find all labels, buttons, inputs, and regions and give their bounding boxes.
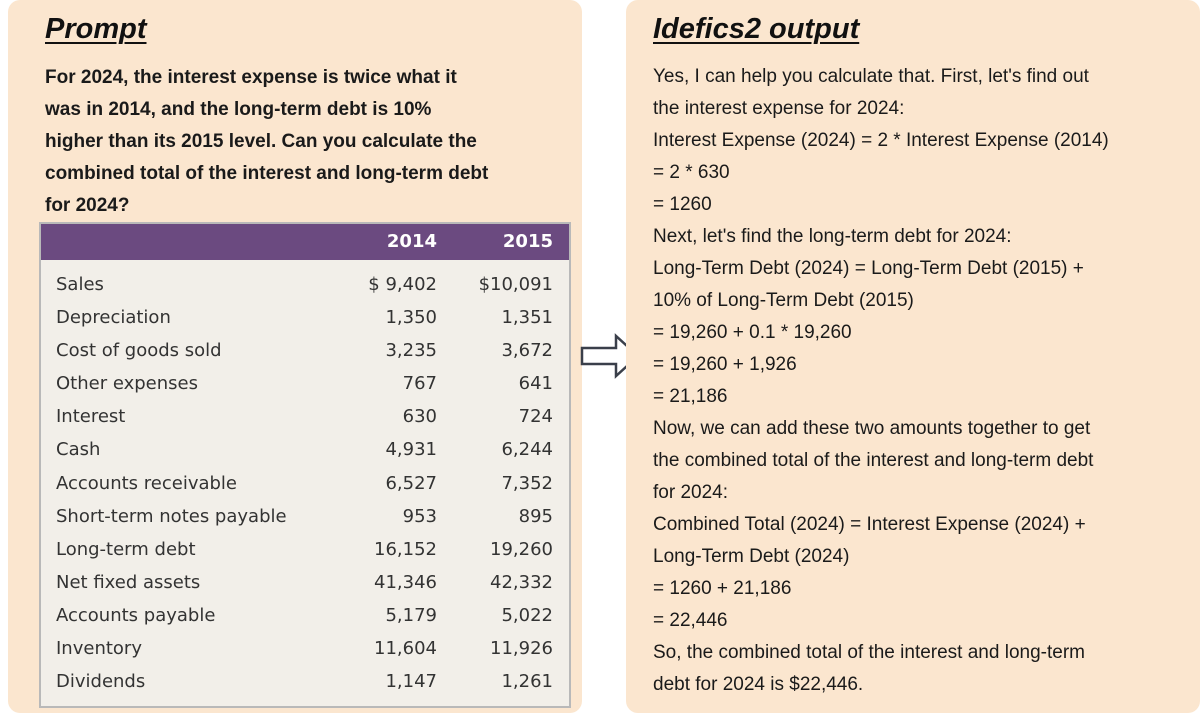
output-line: = 21,186 xyxy=(653,386,728,407)
output-line: = 19,260 + 1,926 xyxy=(653,354,797,375)
table-row: Inventory 11,604 11,926 xyxy=(41,632,569,665)
output-line: = 19,260 + 0.1 * 19,260 xyxy=(653,322,852,343)
value-2014: 11,604 xyxy=(374,638,437,660)
prompt-panel: Prompt For 2024, the interest expense is… xyxy=(8,0,582,713)
output-line: Yes, I can help you calculate that. Firs… xyxy=(653,66,1089,87)
output-line: Now, we can add these two amounts togeth… xyxy=(653,418,1091,439)
table-row: Net fixed assets 41,346 42,332 xyxy=(41,566,569,599)
output-line: debt for 2024 is $22,446. xyxy=(653,674,864,695)
prompt-text: For 2024, the interest expense is twice … xyxy=(45,62,555,222)
table-row: Long-term debt 16,152 19,260 xyxy=(41,533,569,566)
financial-table: 2014 2015 Sales $ 9,402 $10,091 Deprecia… xyxy=(39,222,571,708)
output-line: Interest Expense (2024) = 2 * Interest E… xyxy=(653,130,1109,151)
row-label: Inventory xyxy=(56,638,142,660)
value-2015: 3,672 xyxy=(501,340,553,362)
value-2015: 6,244 xyxy=(501,439,553,461)
column-header-2015: 2015 xyxy=(502,231,553,252)
value-2015: 895 xyxy=(518,505,553,527)
output-title: Idefics2 output xyxy=(653,13,860,45)
value-2015: 724 xyxy=(518,406,553,428)
value-2014: 630 xyxy=(402,406,437,428)
value-2014: 41,346 xyxy=(374,571,437,593)
output-line: the combined total of the interest and l… xyxy=(653,450,1094,471)
row-label: Dividends xyxy=(56,671,146,693)
output-line: the interest expense for 2024: xyxy=(653,98,905,119)
value-2014: 953 xyxy=(402,505,437,527)
value-2014: 6,527 xyxy=(385,472,437,494)
value-2014: 4,931 xyxy=(385,439,437,461)
output-line: Combined Total (2024) = Interest Expense… xyxy=(653,514,1086,535)
row-label: Interest xyxy=(56,406,126,428)
output-panel: Idefics2 output Yes, I can help you calc… xyxy=(626,0,1200,713)
prompt-line: combined total of the interest and long-… xyxy=(45,163,489,184)
output-line: Next, let's find the long-term debt for … xyxy=(653,226,1012,247)
column-header-2014: 2014 xyxy=(386,231,437,252)
row-label: Cash xyxy=(56,439,101,461)
prompt-title: Prompt xyxy=(45,13,147,45)
table-row: Dividends 1,147 1,261 xyxy=(41,665,569,698)
value-2015: 7,352 xyxy=(501,472,553,494)
value-2015: 1,261 xyxy=(501,671,553,693)
value-2015: 11,926 xyxy=(490,638,553,660)
output-line: = 1260 + 21,186 xyxy=(653,578,792,599)
value-2015: 641 xyxy=(518,373,553,395)
value-2015: 19,260 xyxy=(490,538,553,560)
table-row: Cash 4,931 6,244 xyxy=(41,433,569,466)
table-row: Depreciation 1,350 1,351 xyxy=(41,301,569,334)
row-label: Other expenses xyxy=(56,373,198,395)
output-text: Yes, I can help you calculate that. Firs… xyxy=(653,61,1188,701)
value-2014: 5,179 xyxy=(385,604,437,626)
prompt-line: was in 2014, and the long-term debt is 1… xyxy=(45,99,432,120)
value-2014: 1,350 xyxy=(385,307,437,329)
table-row: Cost of goods sold 3,235 3,672 xyxy=(41,334,569,367)
value-2014: 3,235 xyxy=(385,340,437,362)
output-line: = 2 * 630 xyxy=(653,162,730,183)
value-2015: 1,351 xyxy=(501,307,553,329)
value-2015: $10,091 xyxy=(478,274,553,295)
row-label: Sales xyxy=(56,274,104,295)
row-label: Accounts receivable xyxy=(56,472,238,494)
value-2014: 767 xyxy=(402,373,437,395)
output-line: = 22,446 xyxy=(653,610,728,631)
output-line: Long-Term Debt (2024) = Long-Term Debt (… xyxy=(653,258,1084,279)
row-label: Long-term debt xyxy=(56,538,196,560)
output-line: for 2024: xyxy=(653,482,728,503)
row-label: Net fixed assets xyxy=(56,571,201,593)
table-row: Short-term notes payable 953 895 xyxy=(41,500,569,533)
table-row: Interest 630 724 xyxy=(41,400,569,433)
row-label: Cost of goods sold xyxy=(56,340,222,362)
table-header: 2014 2015 xyxy=(41,224,569,260)
output-line: = 1260 xyxy=(653,194,712,215)
value-2014: 16,152 xyxy=(374,538,437,560)
value-2014: 1,147 xyxy=(385,671,437,693)
output-line: Long-Term Debt (2024) xyxy=(653,546,850,567)
table-row: Accounts payable 5,179 5,022 xyxy=(41,599,569,632)
output-line: So, the combined total of the interest a… xyxy=(653,642,1085,663)
prompt-line: for 2024? xyxy=(45,195,130,216)
table-row: Sales $ 9,402 $10,091 xyxy=(41,268,569,301)
output-line: 10% of Long-Term Debt (2015) xyxy=(653,290,914,311)
value-2014: $ 9,402 xyxy=(368,274,437,295)
value-2015: 42,332 xyxy=(490,571,553,593)
table-body: Sales $ 9,402 $10,091 Depreciation 1,350… xyxy=(41,268,569,698)
prompt-line: higher than its 2015 level. Can you calc… xyxy=(45,131,477,152)
row-label: Short-term notes payable xyxy=(56,505,287,527)
row-label: Depreciation xyxy=(56,307,171,329)
table-row: Other expenses 767 641 xyxy=(41,367,569,400)
prompt-line: For 2024, the interest expense is twice … xyxy=(45,67,457,88)
table-row: Accounts receivable 6,527 7,352 xyxy=(41,467,569,500)
row-label: Accounts payable xyxy=(56,604,216,626)
value-2015: 5,022 xyxy=(501,604,553,626)
